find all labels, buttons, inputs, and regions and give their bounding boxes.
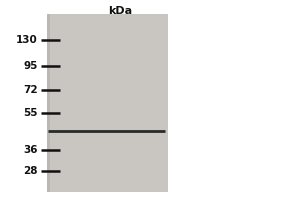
Text: 72: 72 xyxy=(23,85,38,95)
Text: 36: 36 xyxy=(23,145,38,155)
Bar xyxy=(46,14,168,192)
Text: kDa: kDa xyxy=(108,6,132,16)
Bar xyxy=(46,14,50,192)
Text: 28: 28 xyxy=(23,166,38,176)
Text: 130: 130 xyxy=(16,35,38,45)
Text: 95: 95 xyxy=(23,61,38,71)
Text: 55: 55 xyxy=(23,108,38,118)
